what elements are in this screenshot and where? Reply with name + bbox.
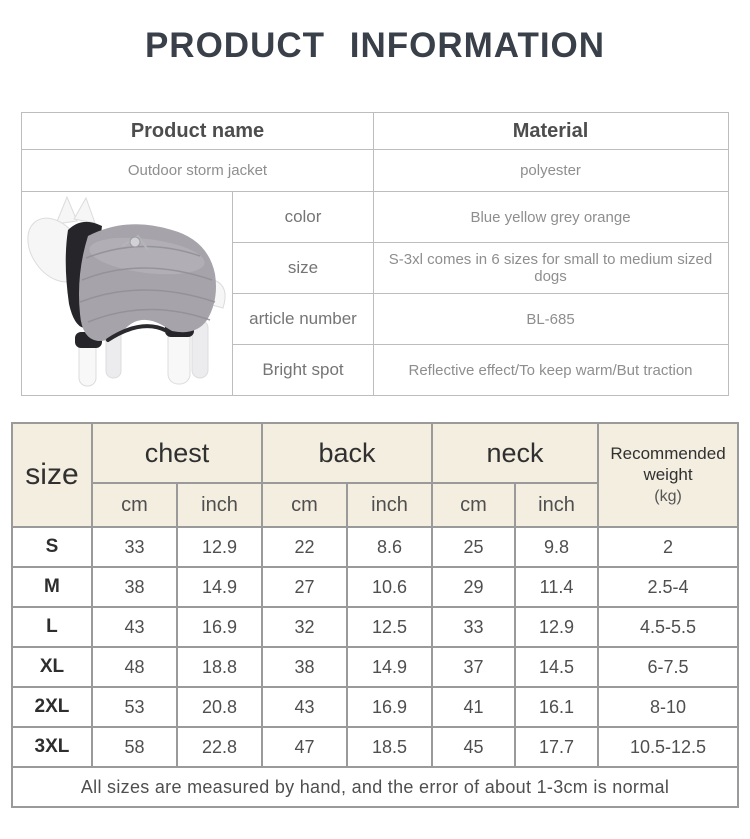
- cell-neck-cm: 25: [431, 526, 516, 568]
- cell-weight: 4.5-5.5: [597, 606, 740, 648]
- cell-chest-cm: 58: [90, 726, 178, 768]
- cell-neck-inch: 17.7: [513, 726, 600, 768]
- size-row-l: L 43 16.9 32 12.5 33 12.9 4.5-5.5: [10, 606, 740, 648]
- product-name-value: Outdoor storm jacket: [21, 149, 374, 192]
- color-row: color Blue yellow grey orange: [21, 191, 729, 396]
- color-value: Blue yellow grey orange: [372, 191, 729, 243]
- cell-chest-inch: 20.8: [175, 686, 263, 728]
- cell-chest-inch: 22.8: [175, 726, 263, 768]
- cell-back-inch: 16.9: [345, 686, 434, 728]
- cell-chest-inch: 18.8: [175, 646, 263, 688]
- recommended-weight-header: Recommended weight (kg): [597, 422, 740, 528]
- cell-chest-inch: 12.9: [175, 526, 263, 568]
- cell-weight: 2.5-4: [597, 566, 740, 608]
- cell-back-cm: 27: [260, 566, 348, 608]
- neck-group-header: neck: [430, 422, 600, 484]
- chest-cm-header: cm: [90, 482, 178, 528]
- neck-inch-header: inch: [513, 482, 600, 528]
- chest-inch-header: inch: [175, 482, 263, 528]
- cell-weight: 6-7.5: [597, 646, 740, 688]
- back-cm-header: cm: [260, 482, 348, 528]
- size-row: size S-3xl comes in 6 sizes for small to…: [22, 242, 729, 294]
- cell-back-inch: 10.6: [345, 566, 434, 608]
- cell-size: S: [10, 526, 93, 568]
- cell-back-cm: 38: [260, 646, 348, 688]
- material-header: Material: [372, 112, 729, 150]
- product-photo: [21, 191, 234, 396]
- cell-neck-cm: 33: [431, 606, 516, 648]
- size-chart-group-header-row: size chest back neck Recommended weight …: [10, 422, 740, 528]
- cell-size: L: [10, 606, 93, 648]
- cell-weight: 10.5-12.5: [597, 726, 740, 768]
- size-chart-table: size chest back neck Recommended weight …: [10, 422, 740, 808]
- cell-back-inch: 12.5: [345, 606, 434, 648]
- back-group-header: back: [260, 422, 434, 484]
- size-value: S-3xl comes in 6 sizes for small to medi…: [372, 242, 729, 294]
- cell-size: 3XL: [10, 726, 93, 768]
- cell-chest-inch: 16.9: [175, 606, 263, 648]
- recommended-weight-label: Recommended weight: [610, 443, 726, 484]
- cell-back-cm: 43: [260, 686, 348, 728]
- cell-weight: 8-10: [597, 686, 740, 728]
- size-label: size: [232, 242, 374, 294]
- size-row-s: S 33 12.9 22 8.6 25 9.8 2: [10, 526, 740, 568]
- size-chart-unit-header-row: cm inch cm inch cm inch: [12, 482, 738, 528]
- product-header-row: Product name Material: [21, 112, 729, 150]
- cell-chest-cm: 48: [90, 646, 178, 688]
- neck-cm-header: cm: [431, 482, 516, 528]
- cell-neck-inch: 14.5: [513, 646, 600, 688]
- back-inch-header: inch: [345, 482, 434, 528]
- page-title: PRODUCT INFORMATION: [144, 26, 606, 65]
- size-row-2xl: 2XL 53 20.8 43 16.9 41 16.1 8-10: [10, 686, 740, 728]
- size-chart-footnote-row: All sizes are measured by hand, and the …: [10, 766, 740, 808]
- cell-back-inch: 8.6: [345, 526, 434, 568]
- article-number-row: article number BL-685: [22, 293, 729, 345]
- article-number-value: BL-685: [372, 293, 729, 345]
- product-name-header: Product name: [21, 112, 374, 150]
- cell-chest-cm: 43: [90, 606, 178, 648]
- cell-size: XL: [10, 646, 93, 688]
- color-label: color: [232, 191, 374, 243]
- cell-size: 2XL: [10, 686, 93, 728]
- cell-neck-inch: 11.4: [513, 566, 600, 608]
- cell-weight: 2: [597, 526, 740, 568]
- product-value-row: Outdoor storm jacket polyester: [21, 149, 729, 192]
- cell-back-cm: 22: [260, 526, 348, 568]
- bright-spot-value: Reflective effect/To keep warm/But tract…: [372, 344, 729, 396]
- size-column-header: size: [10, 422, 93, 528]
- size-chart-footnote: All sizes are measured by hand, and the …: [10, 766, 740, 808]
- dog-jacket-image: [27, 195, 227, 386]
- cell-size: M: [10, 566, 93, 608]
- cell-neck-cm: 41: [431, 686, 516, 728]
- cell-neck-cm: 45: [431, 726, 516, 768]
- size-row-m: M 38 14.9 27 10.6 29 11.4 2.5-4: [10, 566, 740, 608]
- cell-neck-inch: 16.1: [513, 686, 600, 728]
- cell-chest-cm: 53: [90, 686, 178, 728]
- cell-chest-inch: 14.9: [175, 566, 263, 608]
- cell-back-inch: 14.9: [345, 646, 434, 688]
- size-row-xl: XL 48 18.8 38 14.9 37 14.5 6-7.5: [10, 646, 740, 688]
- cell-chest-cm: 38: [90, 566, 178, 608]
- article-number-label: article number: [232, 293, 374, 345]
- chest-group-header: chest: [90, 422, 263, 484]
- bright-spot-label: Bright spot: [232, 344, 374, 396]
- cell-back-inch: 18.5: [345, 726, 434, 768]
- cell-neck-cm: 37: [431, 646, 516, 688]
- cell-back-cm: 32: [260, 606, 348, 648]
- product-info-table: Product name Material Outdoor storm jack…: [21, 112, 729, 396]
- cell-neck-inch: 9.8: [513, 526, 600, 568]
- cell-back-cm: 47: [260, 726, 348, 768]
- kg-unit-label: (kg): [654, 488, 682, 506]
- size-row-3xl: 3XL 58 22.8 47 18.5 45 17.7 10.5-12.5: [10, 726, 740, 768]
- cell-chest-cm: 33: [90, 526, 178, 568]
- material-value: polyester: [372, 149, 729, 192]
- cell-neck-inch: 12.9: [513, 606, 600, 648]
- bright-spot-row: Bright spot Reflective effect/To keep wa…: [22, 344, 729, 396]
- cell-neck-cm: 29: [431, 566, 516, 608]
